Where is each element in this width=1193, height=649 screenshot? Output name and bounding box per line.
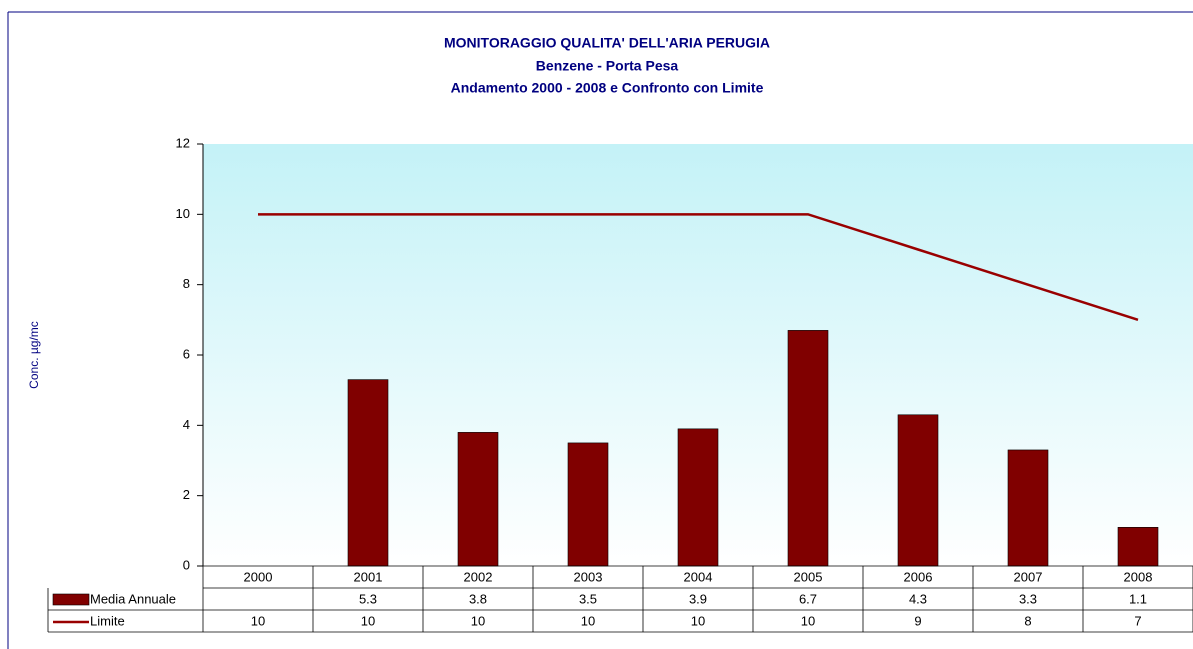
y-axis-label: Conc. µg/mc (27, 321, 41, 389)
y-tick-label: 4 (183, 417, 190, 432)
x-tick-label: 2001 (354, 569, 383, 584)
table-value: 10 (691, 613, 705, 628)
bar (1117, 527, 1159, 567)
x-tick-label: 2008 (1124, 569, 1153, 584)
y-tick-label: 2 (183, 487, 190, 502)
table-value: 10 (581, 613, 595, 628)
table-value: 3.9 (689, 591, 707, 606)
table-value: 8 (1024, 613, 1031, 628)
table-value: 3.3 (1019, 591, 1037, 606)
x-tick-label: 2002 (464, 569, 493, 584)
x-tick-label: 2005 (794, 569, 823, 584)
legend-label: Limite (90, 613, 125, 628)
legend-key (52, 593, 90, 606)
table-value: 10 (251, 613, 265, 628)
x-tick-label: 2000 (244, 569, 273, 584)
y-tick-label: 10 (176, 206, 190, 221)
chart-subtitle: Andamento 2000 - 2008 e Confronto con Li… (451, 80, 764, 96)
chart-subtitle: Benzene - Porta Pesa (536, 58, 679, 74)
y-tick-label: 8 (183, 276, 190, 291)
chart-title: MONITORAGGIO QUALITA' DELL'ARIA PERUGIA (444, 35, 770, 51)
table-value: 4.3 (909, 591, 927, 606)
bar (567, 442, 609, 567)
table-value: 5.3 (359, 591, 377, 606)
bar (677, 428, 719, 567)
line (258, 213, 1139, 322)
table-value: 10 (471, 613, 485, 628)
bar (347, 379, 389, 567)
bar (897, 414, 939, 567)
table-value: 7 (1134, 613, 1141, 628)
y-tick-label: 0 (183, 557, 190, 572)
table-value: 9 (914, 613, 921, 628)
table-value: 3.8 (469, 591, 487, 606)
bar (457, 432, 499, 567)
y-tick-label: 12 (176, 135, 190, 150)
legend-label: Media Annuale (90, 591, 176, 606)
table-value: 6.7 (799, 591, 817, 606)
x-tick-label: 2006 (904, 569, 933, 584)
x-tick-label: 2004 (684, 569, 713, 584)
table-value: 10 (801, 613, 815, 628)
table-value: 3.5 (579, 591, 597, 606)
table-value: 10 (361, 613, 375, 628)
bar (1007, 449, 1049, 567)
y-tick-label: 6 (183, 346, 190, 361)
x-tick-label: 2003 (574, 569, 603, 584)
x-tick-label: 2007 (1014, 569, 1043, 584)
table-value: 1.1 (1129, 591, 1147, 606)
bar (787, 330, 829, 567)
